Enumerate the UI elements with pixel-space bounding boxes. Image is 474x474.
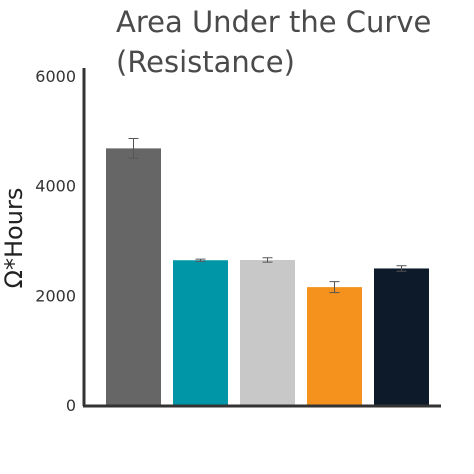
error-bars-layer bbox=[128, 138, 407, 294]
error-bar-3 bbox=[262, 257, 273, 263]
error-bar-2 bbox=[195, 258, 206, 262]
bar-3 bbox=[240, 259, 295, 405]
bar-1 bbox=[106, 148, 161, 405]
y-tick-label: 4000 bbox=[35, 177, 76, 196]
error-bar-4 bbox=[329, 281, 340, 294]
y-tick-label: 6000 bbox=[35, 67, 76, 86]
bar-2 bbox=[173, 260, 228, 405]
y-tick-label: 0 bbox=[66, 396, 76, 415]
y-tick-label: 2000 bbox=[35, 286, 76, 305]
bars-layer bbox=[106, 148, 429, 405]
error-bar-1 bbox=[128, 138, 139, 159]
y-ticks-layer: 0 2000 4000 6000 bbox=[35, 67, 76, 415]
chart-title-line-2: (Resistance) bbox=[116, 45, 295, 79]
bar-4 bbox=[307, 287, 362, 405]
bar-5 bbox=[374, 268, 429, 405]
error-bar-5 bbox=[396, 265, 407, 272]
chart-title-line-1: Area Under the Curve bbox=[116, 5, 431, 39]
y-axis-label: Ω*Hours bbox=[0, 188, 28, 289]
